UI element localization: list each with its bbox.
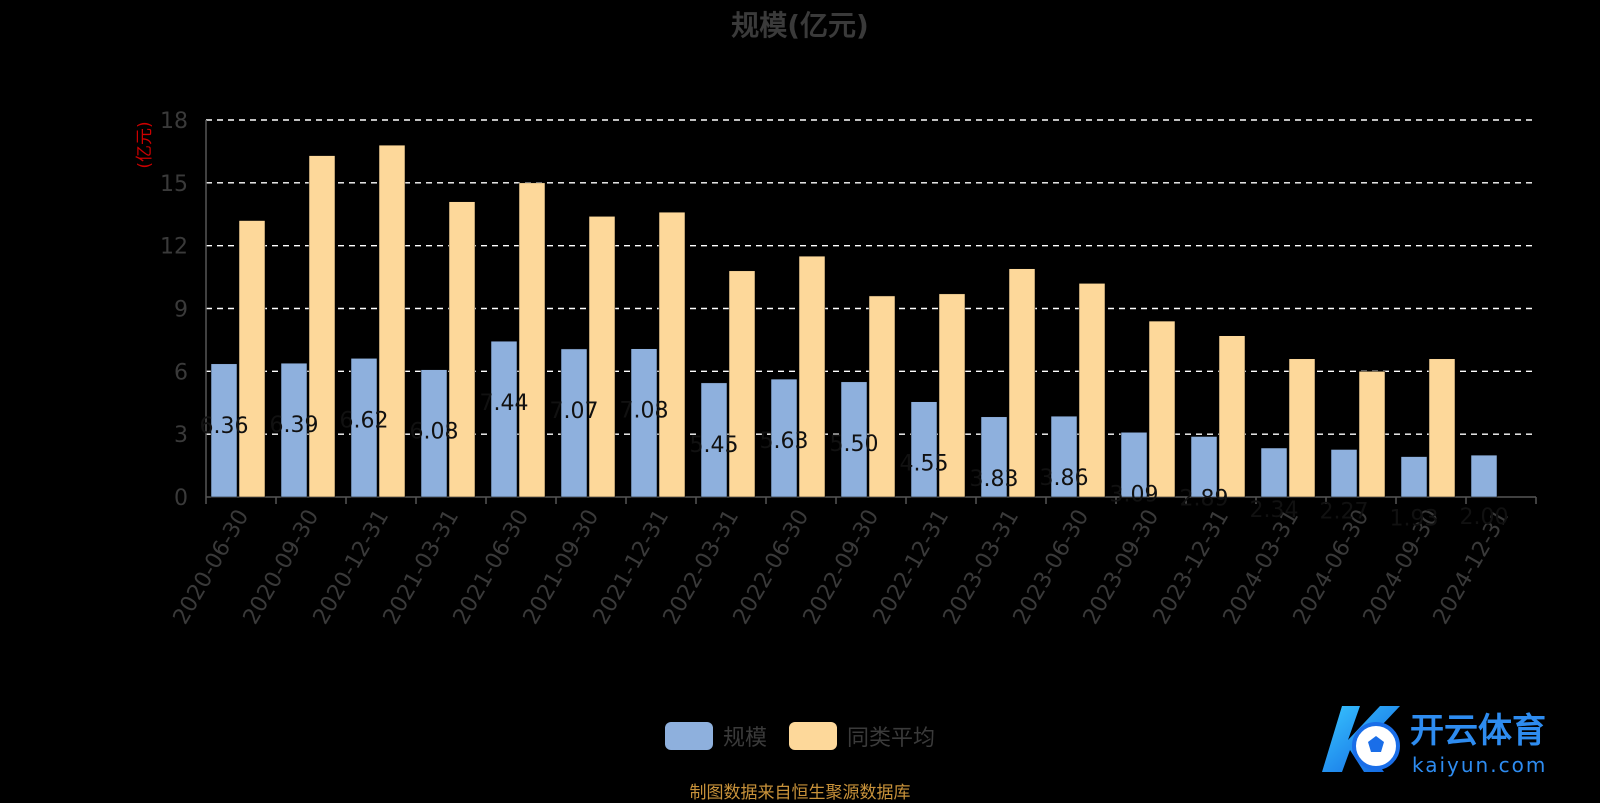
data-label-scale: 5.50 (830, 432, 879, 457)
legend-item-peer-average[interactable]: 同类平均 (789, 720, 935, 752)
bar-peer-average[interactable] (308, 155, 336, 498)
bar-scale[interactable] (1330, 449, 1358, 498)
watermark-domain: kaiyun.com (1412, 753, 1547, 777)
bar-scale[interactable] (770, 378, 798, 498)
bar-layer (210, 144, 1498, 498)
data-label-scale: 5.63 (760, 429, 809, 454)
bar-scale[interactable] (210, 363, 238, 498)
bar-scale[interactable] (1190, 436, 1218, 498)
bar-scale[interactable] (1120, 432, 1148, 498)
y-tick-label: 12 (160, 235, 188, 260)
bar-peer-average[interactable] (798, 255, 826, 498)
watermark: 开云体育 kaiyun.com (1314, 700, 1594, 782)
y-tick-label: 0 (174, 486, 188, 511)
data-label-scale: 7.44 (480, 391, 529, 416)
bar-scale[interactable] (840, 381, 868, 498)
data-label-scale: 7.08 (620, 399, 669, 424)
y-axis-title: (亿元) (135, 121, 155, 168)
chart-title: 规模(亿元) (731, 9, 869, 42)
bar-peer-average[interactable] (1358, 371, 1386, 498)
bar-peer-average[interactable] (518, 182, 546, 498)
bar-scale[interactable] (1260, 447, 1288, 498)
data-label-scale: 6.36 (200, 414, 249, 439)
bar-peer-average[interactable] (658, 211, 686, 498)
bar-peer-average[interactable] (588, 216, 616, 498)
data-label-scale: 4.55 (900, 452, 949, 477)
bar-peer-average[interactable] (1148, 320, 1176, 498)
legend-swatch-scale (664, 722, 713, 750)
bar-peer-average[interactable] (378, 144, 406, 498)
bar-scale[interactable] (420, 369, 448, 498)
data-label-scale: 6.08 (410, 420, 459, 445)
bar-scale[interactable] (490, 340, 518, 498)
data-label-scale: 5.45 (690, 433, 739, 458)
bar-peer-average[interactable] (1078, 283, 1106, 498)
y-tick-label: 18 (160, 109, 188, 134)
legend: 规模 同类平均 (0, 720, 1600, 752)
data-label-scale: 3.09 (1110, 482, 1159, 507)
data-label-scale: 2.00 (1460, 505, 1509, 530)
data-label-scale: 6.39 (270, 413, 319, 438)
bar-scale[interactable] (1400, 456, 1428, 498)
data-label-scale: 1.93 (1390, 507, 1439, 532)
data-label-scale: 3.86 (1040, 466, 1089, 491)
bar-chart: 03691215182020-06-302020-09-302020-12-31… (135, 109, 1537, 629)
bar-scale[interactable] (1050, 415, 1078, 498)
data-label-scale: 2.27 (1320, 499, 1369, 524)
legend-item-scale[interactable]: 规模 (664, 720, 767, 752)
bar-scale[interactable] (350, 358, 378, 498)
bar-peer-average[interactable] (1218, 335, 1246, 498)
data-label-scale: 6.62 (340, 408, 389, 433)
watermark-brand: 开云体育 (1410, 711, 1546, 751)
bar-scale[interactable] (560, 348, 588, 498)
label-layer: 6.36 6.39 6.62 6.08 7.44 7.07 7.08 5.45 5.63 5.50… (200, 391, 1509, 531)
data-label-scale: 3.83 (970, 467, 1019, 492)
legend-label-scale: 规模 (722, 726, 767, 751)
bar-peer-average[interactable] (1008, 268, 1036, 498)
bar-peer-average[interactable] (1288, 358, 1316, 498)
bar-scale[interactable] (280, 362, 308, 498)
data-label-scale: 2.89 (1180, 486, 1229, 511)
y-tick-label: 15 (160, 172, 188, 197)
bar-peer-average[interactable] (868, 295, 896, 498)
bar-scale[interactable] (980, 416, 1008, 498)
legend-swatch-peer-average (789, 722, 837, 750)
kaiyun-logo: 开云体育 kaiyun.com (1322, 706, 1547, 777)
bar-peer-average[interactable] (1428, 358, 1456, 498)
y-tick-label: 6 (174, 360, 188, 385)
data-label-scale: 7.07 (550, 399, 599, 424)
bar-scale[interactable] (910, 401, 938, 498)
legend-label-peer-average: 同类平均 (847, 726, 936, 751)
bar-scale[interactable] (700, 382, 728, 498)
bar-peer-average[interactable] (238, 220, 266, 498)
bar-scale[interactable] (1470, 454, 1498, 498)
data-label-scale: 2.34 (1250, 498, 1299, 523)
bar-peer-average[interactable] (938, 293, 966, 498)
bar-scale[interactable] (630, 348, 658, 498)
y-tick-label: 3 (174, 423, 188, 448)
y-tick-label: 9 (174, 298, 188, 323)
source-note: 制图数据来自恒生聚源数据库 (689, 783, 911, 803)
bar-peer-average[interactable] (728, 270, 756, 498)
bar-peer-average[interactable] (448, 201, 476, 498)
